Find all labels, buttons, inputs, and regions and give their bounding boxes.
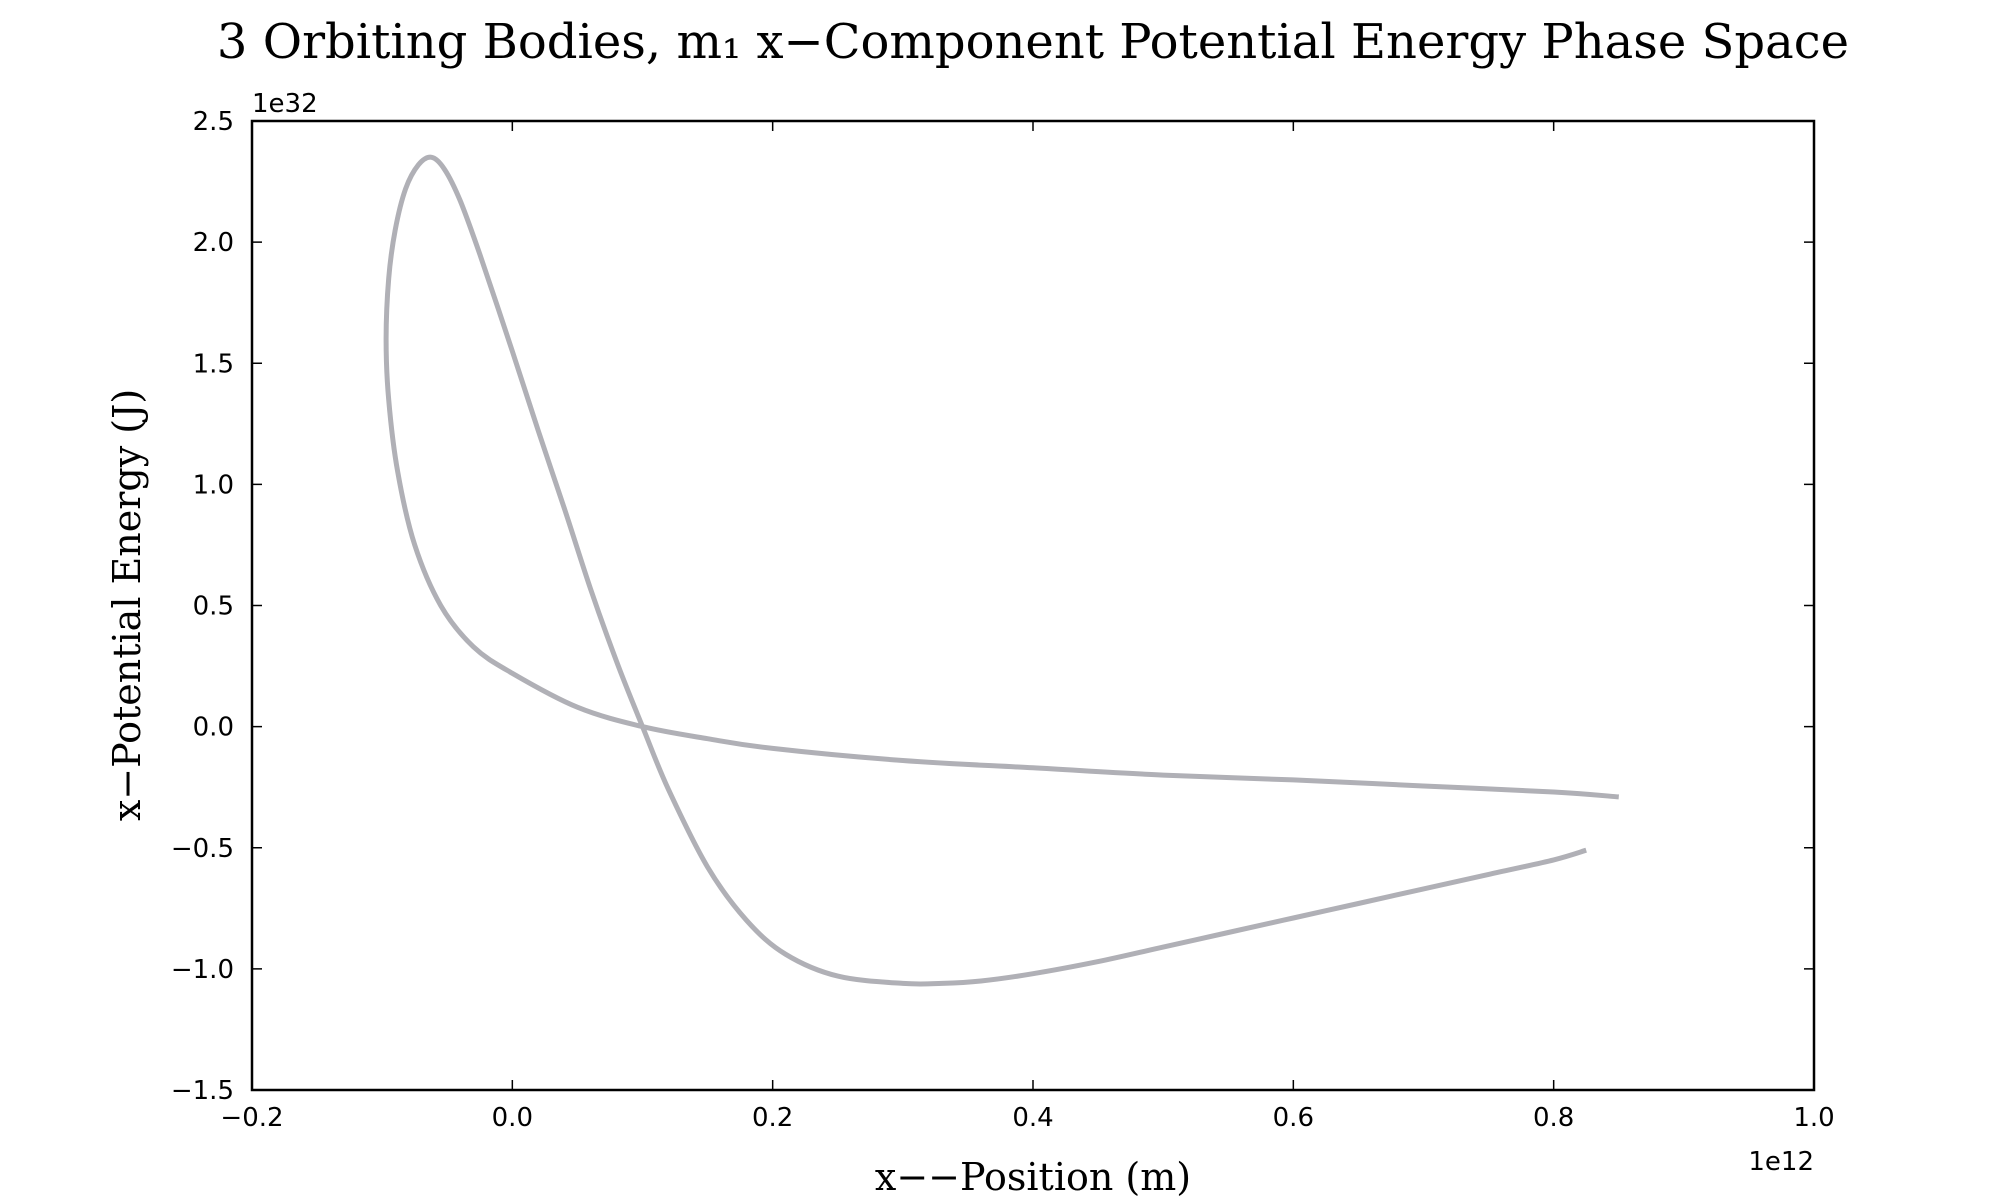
x-tick-label: 0.0: [492, 1103, 533, 1133]
y-axis-label: x−Potential Energy (J): [105, 389, 149, 821]
y-tick-label: −0.5: [171, 834, 234, 864]
y-tick-label: 1.5: [193, 349, 234, 379]
y-tick-label: 2.0: [193, 228, 234, 258]
series-line: [383, 154, 1619, 987]
x-axis-label: x−−Position (m): [875, 1155, 1191, 1199]
x-tick-label: 1.0: [1793, 1103, 1834, 1133]
y-tick-label: 0.5: [193, 592, 234, 622]
y-axis-tick-labels: −1.5 −1.0 −0.5 0.0 0.5 1.0 1.5 2.0 2.5: [171, 107, 234, 1106]
x-axis-ticks: [251, 121, 1815, 1090]
y-axis-offset-label: 1e32: [252, 89, 318, 119]
x-axis-offset-label: 1e12: [1748, 1147, 1814, 1177]
y-tick-label: −1.0: [171, 955, 234, 985]
y-tick-label: 0.0: [193, 713, 234, 743]
x-tick-label: −0.2: [220, 1103, 283, 1133]
x-tick-label: 0.6: [1273, 1103, 1314, 1133]
y-tick-label: −1.5: [171, 1076, 234, 1106]
x-tick-label: 0.2: [752, 1103, 793, 1133]
plot-frame: [250, 119, 1816, 1092]
y-tick-label: 2.5: [193, 107, 234, 137]
y-axis-ticks: [252, 120, 1814, 1091]
x-tick-label: 0.8: [1533, 1103, 1574, 1133]
x-axis-tick-labels: −0.2 0.0 0.2 0.4 0.6 0.8 1.0: [220, 1103, 1834, 1133]
x-tick-label: 0.4: [1012, 1103, 1053, 1133]
chart-title: 3 Orbiting Bodies, m₁ x−Component Potent…: [217, 14, 1849, 70]
y-tick-label: 1.0: [193, 470, 234, 500]
